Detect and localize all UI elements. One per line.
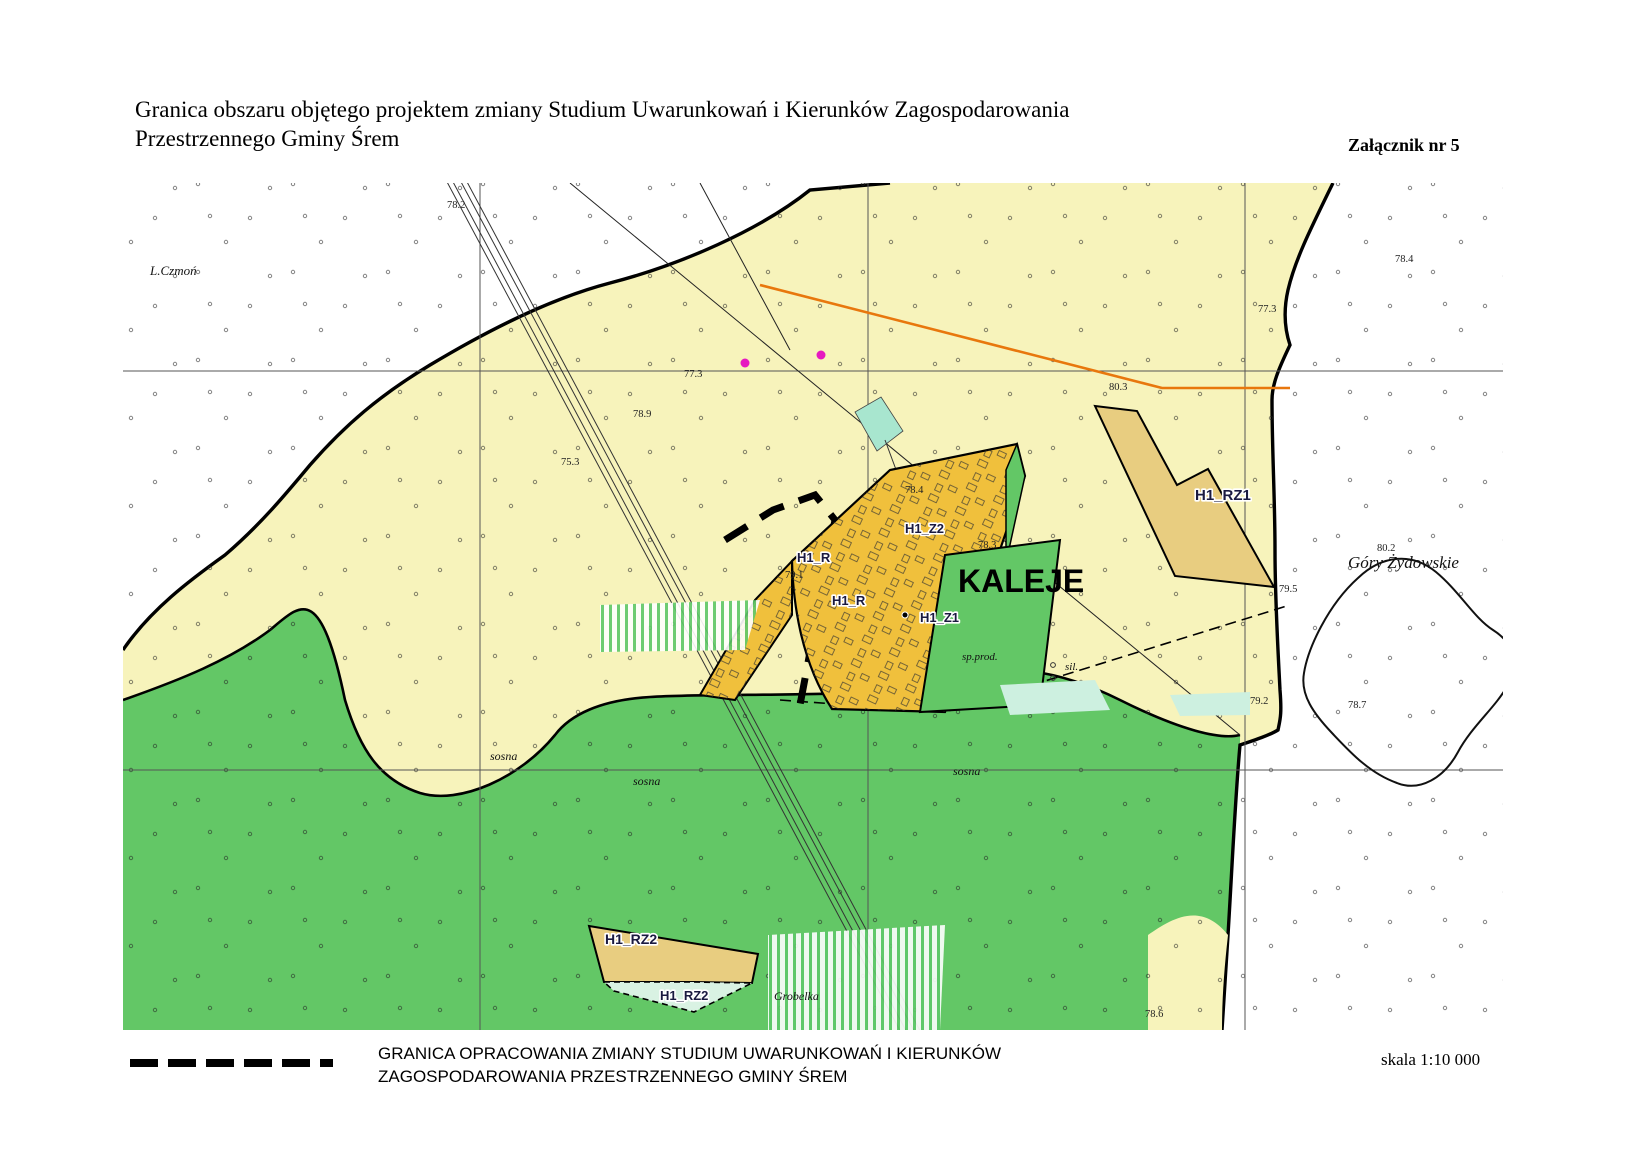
svg-text:78.2: 78.2 xyxy=(447,200,465,211)
svg-text:78.4: 78.4 xyxy=(905,485,924,496)
svg-text:sosna: sosna xyxy=(633,774,660,788)
svg-text:78.3: 78.3 xyxy=(978,540,996,551)
svg-text:H1_R: H1_R xyxy=(797,550,831,565)
svg-text:Góry Żydowskie: Góry Żydowskie xyxy=(1348,553,1459,572)
svg-text:H1_Z1: H1_Z1 xyxy=(920,610,959,625)
svg-text:75.3: 75.3 xyxy=(561,457,579,468)
svg-text:80.3: 80.3 xyxy=(1109,382,1127,393)
svg-text:79.5: 79.5 xyxy=(1279,584,1297,595)
svg-text:78.4: 78.4 xyxy=(1395,254,1414,265)
svg-text:79.1: 79.1 xyxy=(785,570,803,581)
svg-text:KALEJE: KALEJE xyxy=(958,563,1084,599)
svg-text:78.6: 78.6 xyxy=(1145,1009,1163,1020)
svg-text:sp.prod.: sp.prod. xyxy=(962,651,998,663)
svg-text:78.7: 78.7 xyxy=(1348,700,1366,711)
svg-text:L.Czmoń: L.Czmoń xyxy=(149,263,197,278)
svg-text:Grobelka: Grobelka xyxy=(774,989,819,1003)
svg-text:H1_RZ1: H1_RZ1 xyxy=(1195,487,1251,504)
svg-text:77.3: 77.3 xyxy=(1258,304,1276,315)
svg-text:H1_R: H1_R xyxy=(832,593,866,608)
svg-text:sosna: sosna xyxy=(953,764,980,778)
svg-text:sil.: sil. xyxy=(1065,661,1078,673)
svg-text:H1_RZ2: H1_RZ2 xyxy=(605,931,657,947)
svg-text:sosna: sosna xyxy=(490,749,517,763)
svg-text:H1_RZ2: H1_RZ2 xyxy=(660,988,708,1003)
svg-text:80.2: 80.2 xyxy=(1377,543,1395,554)
svg-text:78.9: 78.9 xyxy=(633,409,651,420)
svg-text:77.3: 77.3 xyxy=(684,369,702,380)
svg-text:H1_Z2: H1_Z2 xyxy=(905,521,944,536)
svg-text:79.2: 79.2 xyxy=(1250,696,1268,707)
